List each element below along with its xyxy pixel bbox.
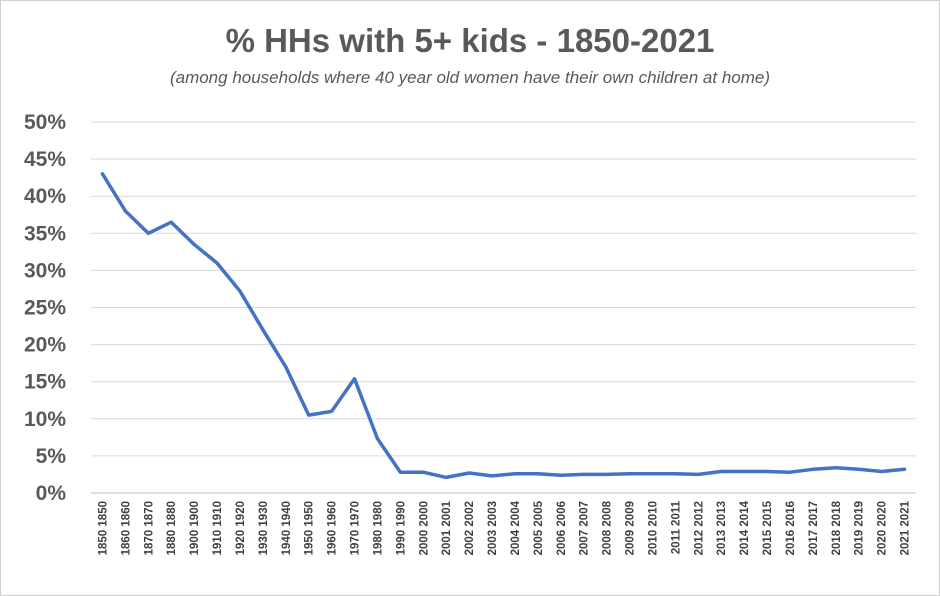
data-point [192, 242, 196, 246]
chart-title: % HHs with 5+ kids - 1850-2021 [225, 22, 715, 59]
y-tick-label: 5% [36, 445, 67, 468]
data-point [467, 471, 471, 475]
y-tick-label: 45% [24, 148, 66, 171]
x-tick-label: 1910 1910 [212, 501, 224, 555]
data-point [650, 472, 654, 476]
x-tick-label: 1880 1880 [166, 501, 178, 555]
data-point [421, 470, 425, 474]
data-point [490, 474, 494, 478]
data-point [146, 231, 150, 235]
x-tick-label: 1960 1960 [327, 501, 339, 555]
data-point [307, 413, 311, 417]
x-tick-label: 2010 2010 [647, 501, 659, 555]
x-tick-label: 2005 2005 [533, 500, 545, 555]
data-point [353, 377, 357, 381]
y-tick-label: 50% [24, 111, 66, 134]
x-tick-label: 2009 2009 [625, 501, 637, 555]
x-tick-label: 2003 2003 [487, 501, 499, 555]
x-tick-label: 1930 1930 [258, 501, 270, 555]
x-tick-label: 1920 1920 [235, 501, 247, 555]
data-point [880, 469, 884, 473]
x-tick-label: 2013 2013 [716, 501, 728, 555]
data-point [788, 470, 792, 474]
x-tick-label: 1940 1940 [281, 501, 293, 555]
data-point [673, 472, 677, 476]
data-point [375, 437, 379, 441]
data-point [330, 409, 334, 413]
data-point [811, 467, 815, 471]
x-tick-label: 1870 1870 [143, 501, 155, 555]
x-tick-label: 1900 1900 [189, 501, 201, 555]
x-tick-label: 2020 2020 [877, 501, 889, 555]
x-tick-label: 2014 2014 [739, 500, 751, 555]
x-tick-label: 2007 2007 [579, 501, 591, 555]
x-tick-label: 2018 2018 [831, 500, 843, 555]
data-point [513, 472, 517, 476]
x-tick-label: 1950 1950 [304, 501, 316, 555]
data-point [903, 467, 907, 471]
y-tick-label: 30% [24, 259, 66, 282]
series-line-group [100, 172, 907, 480]
x-tick-label: 2012 2012 [693, 501, 705, 555]
y-tick-label: 35% [24, 222, 66, 245]
data-point [536, 472, 540, 476]
chart-subtitle: (among households where 40 year old wome… [169, 68, 771, 87]
x-tick-label: 2000 2000 [418, 501, 430, 555]
data-point [398, 470, 402, 474]
data-point [123, 209, 127, 213]
x-tick-label: 2015 2015 [762, 500, 774, 555]
y-tick-label: 15% [24, 371, 66, 394]
data-point [765, 469, 769, 473]
data-point [834, 466, 838, 470]
data-point [284, 365, 288, 369]
y-tick-label: 0% [36, 482, 67, 505]
y-tick-label: 25% [24, 297, 66, 320]
data-point [169, 220, 173, 224]
x-tick-label: 2008 2008 [602, 500, 614, 555]
x-tick-label: 2021 2021 [900, 500, 912, 555]
data-point [719, 469, 723, 473]
x-axis-ticks: 1850 1850 1860 1860 1870 1870 1880 1880 1900… [97, 500, 911, 555]
x-tick-label: 2019 2019 [854, 501, 866, 555]
x-tick-label: 1860 1860 [120, 501, 132, 555]
y-tick-label: 10% [24, 408, 66, 431]
x-tick-label: 2016 2016 [785, 501, 797, 555]
y-axis-ticks: 0% 5% 10% 15% 20% 25% 30% 35% 40% 45% 50% [24, 111, 66, 505]
x-tick-label: 2004 2004 [510, 500, 522, 555]
data-point [857, 467, 861, 471]
data-point [215, 261, 219, 265]
series-line [100, 172, 907, 480]
data-point [559, 473, 563, 477]
x-tick-label: 2017 2017 [808, 501, 820, 555]
x-tick-label: 2006 2006 [556, 501, 568, 555]
data-point [628, 472, 632, 476]
x-tick-label: 2001 2001 [441, 500, 453, 555]
data-point [582, 472, 586, 476]
x-tick-label: 1850 1850 [97, 501, 109, 555]
data-point [742, 469, 746, 473]
x-tick-label: 1980 1980 [372, 501, 384, 555]
data-point [238, 289, 242, 293]
data-point [261, 328, 265, 332]
x-tick-label: 1990 1990 [395, 501, 407, 555]
data-point [100, 172, 104, 176]
y-tick-label: 40% [24, 185, 66, 208]
x-tick-label: 2002 2002 [464, 501, 476, 555]
gridlines [91, 121, 916, 457]
x-tick-label: 1970 1970 [350, 501, 362, 555]
y-tick-label: 20% [24, 334, 66, 357]
data-point [605, 472, 609, 476]
data-point [444, 475, 448, 479]
data-point [696, 472, 700, 476]
x-tick-label: 2011 2011 [670, 500, 682, 554]
